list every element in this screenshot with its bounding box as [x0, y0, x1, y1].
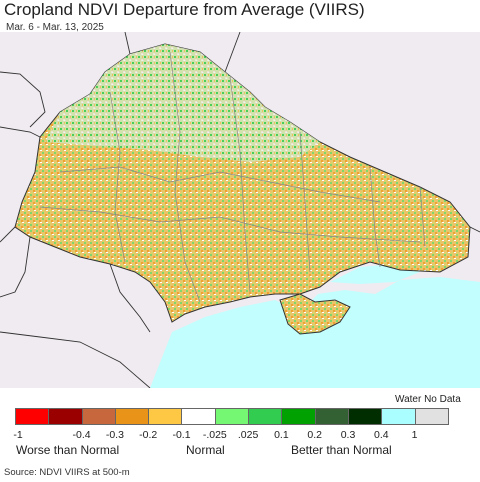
legend-worse-label: Worse than Normal: [16, 443, 120, 457]
legend-tick-label: 0.3: [340, 429, 356, 441]
legend-tick-label: 0.2: [307, 429, 322, 441]
legend-swatch-2: [81, 408, 116, 425]
legend-swatch-11: [381, 408, 416, 425]
legend-tick-label: -.025: [202, 429, 227, 441]
legend-tick-label: 1: [411, 429, 418, 441]
legend-swatch-1: [48, 408, 83, 425]
legend-swatch-6: [214, 408, 250, 425]
legend-tick-label: -1: [13, 429, 23, 441]
legend-tick-label: -0.2: [139, 429, 158, 441]
legend-tick-label: 0.1: [274, 429, 289, 441]
legend-swatch-0: [15, 408, 50, 425]
legend-color-bar: [15, 408, 449, 425]
country-borders: [0, 32, 480, 388]
legend-swatch-7: [248, 408, 283, 425]
ndvi-map: [0, 32, 480, 388]
source-note: Source: NDVI VIIRS at 500-m: [4, 467, 130, 478]
legend-swatch-4: [148, 408, 183, 425]
legend-tick-label: -0.1: [172, 429, 191, 441]
legend-better-label: Better than Normal: [291, 443, 392, 457]
legend-tick-label: -0.3: [105, 429, 124, 441]
legend-swatch-10: [347, 408, 383, 425]
legend-swatch-3: [114, 408, 150, 425]
map-date-range: Mar. 6 - Mar. 13, 2025: [6, 22, 104, 33]
legend-swatch-8: [281, 408, 316, 425]
northern-greener-region: [45, 44, 320, 162]
crimea: [279, 293, 351, 335]
legend-swatch-5: [181, 408, 216, 425]
legend-tick-label: .025: [237, 429, 259, 441]
legend-normal-label: Normal: [186, 443, 225, 457]
legend-swatch-12: [414, 408, 449, 425]
map-title: Cropland NDVI Departure from Average (VI…: [4, 0, 365, 19]
legend-water-nodata-label: Water No Data: [395, 394, 461, 405]
legend-tick-label: -0.4: [72, 429, 91, 441]
legend-tick-label: 0.4: [373, 429, 389, 441]
legend-swatch-9: [314, 408, 349, 425]
region-borders: [39, 51, 426, 303]
